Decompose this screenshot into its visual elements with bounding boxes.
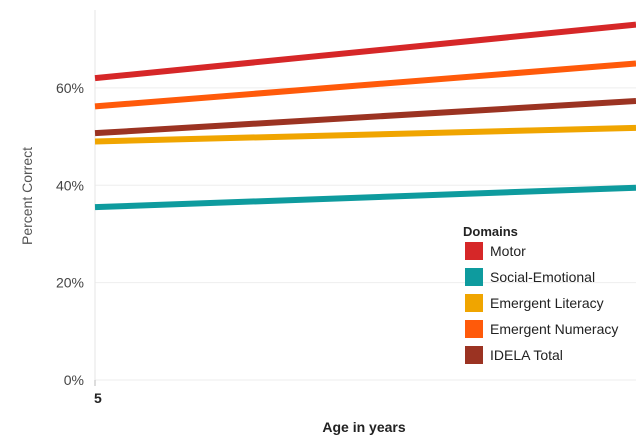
- y-axis-label: Percent Correct: [19, 147, 35, 245]
- legend-title: Domains: [463, 224, 518, 239]
- series-lines: [94, 21, 636, 211]
- legend-swatch-motor: [465, 242, 483, 260]
- x-tick-label: 5: [94, 390, 102, 406]
- series-line-emergent-numeracy: [94, 60, 636, 110]
- legend-label: Motor: [490, 243, 526, 259]
- legend-swatch-emergent-literacy: [465, 294, 483, 312]
- legend-label: Social-Emotional: [490, 269, 595, 285]
- legend-swatch-social-emotional: [465, 268, 483, 286]
- series-line-social-emotional: [94, 184, 636, 211]
- series-line-motor: [94, 21, 636, 82]
- y-tick-label: 20%: [56, 275, 84, 291]
- y-tick-labels: 0% 20% 40% 60%: [56, 80, 84, 388]
- series-line-emergent-literacy: [94, 124, 636, 145]
- y-tick-label: 40%: [56, 177, 84, 193]
- y-tick-label: 0%: [64, 372, 84, 388]
- legend: Domains Motor Social-Emotional Emergent Li…: [463, 224, 618, 364]
- x-axis-label: Age in years: [322, 419, 405, 435]
- legend-label: IDELA Total: [490, 347, 563, 363]
- series-line-idela-total: [94, 98, 636, 137]
- legend-label: Emergent Literacy: [490, 295, 604, 311]
- y-tick-label: 60%: [56, 80, 84, 96]
- legend-swatch-idela-total: [465, 346, 483, 364]
- legend-label: Emergent Numeracy: [490, 321, 618, 337]
- legend-swatch-emergent-numeracy: [465, 320, 483, 338]
